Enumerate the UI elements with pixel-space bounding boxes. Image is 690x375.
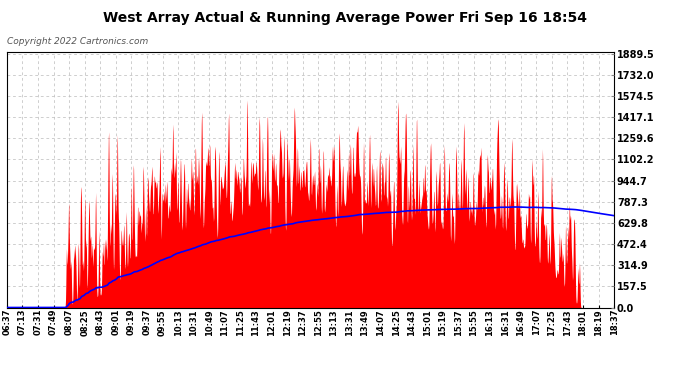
Text: Copyright 2022 Cartronics.com: Copyright 2022 Cartronics.com: [7, 38, 148, 46]
Text: West Array Actual & Running Average Power Fri Sep 16 18:54: West Array Actual & Running Average Powe…: [103, 11, 587, 25]
